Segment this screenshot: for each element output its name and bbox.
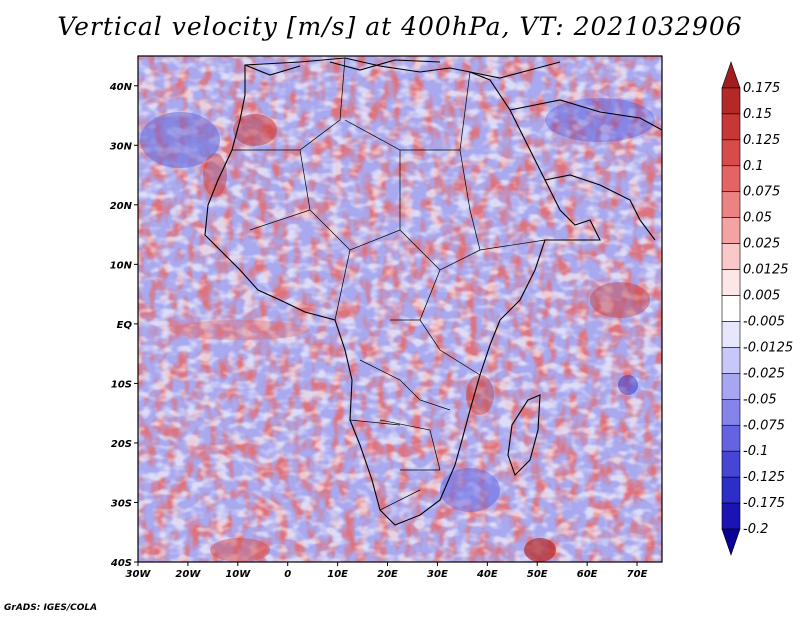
colorbar-label: -0.0125 xyxy=(743,340,793,355)
colorbar-label: -0.1 xyxy=(743,444,768,459)
colorbar-label: 0.15 xyxy=(743,107,772,122)
y-tick-label: 20N xyxy=(110,201,133,212)
y-tick-label: 10S xyxy=(111,379,132,390)
x-axis-ticks: 30W 20W 10W 0 10E 20E 30E 40E 50E 60E 70E xyxy=(126,562,648,580)
x-tick-label: 60E xyxy=(577,569,598,580)
colorbar-label: 0.005 xyxy=(743,289,780,304)
borders xyxy=(232,57,546,511)
colorbar-cell xyxy=(721,321,741,348)
x-tick-label: 20E xyxy=(377,569,398,580)
y-tick-label: 20S xyxy=(111,439,132,450)
colorbar-cell xyxy=(721,87,741,115)
colorbar-cell xyxy=(721,373,741,400)
colorbar-label: 0.175 xyxy=(743,81,780,96)
y-axis-ticks: 40N 30N 20N 10N EQ 10S 20S 30S 40S xyxy=(109,82,138,569)
colorbar-cell xyxy=(721,399,741,426)
colorbar-label: 0.125 xyxy=(743,133,780,148)
colorbar-cell xyxy=(721,113,741,141)
y-tick-label: 30S xyxy=(111,498,132,509)
colorbar-cell xyxy=(721,61,741,89)
colorbar-cell xyxy=(721,450,741,478)
colorbar-label: -0.005 xyxy=(743,314,785,329)
colorbar-label: -0.175 xyxy=(743,496,785,511)
colorbar-cell xyxy=(721,217,741,244)
colorbar-cell xyxy=(721,269,741,296)
colorbar-cell xyxy=(721,139,741,167)
colorbar-cell xyxy=(721,243,741,270)
colorbar-label: -0.125 xyxy=(743,470,785,485)
colorbar-label: 0.05 xyxy=(743,211,772,226)
x-tick-label: 0 xyxy=(284,569,291,580)
colorbar-cell xyxy=(721,502,741,530)
colorbar-label: -0.05 xyxy=(743,392,777,407)
colorbar-cell xyxy=(721,191,741,218)
colorbar-label: -0.2 xyxy=(743,522,768,537)
map-title: Vertical velocity [m/s] at 400hPa, VT: 2… xyxy=(57,12,743,41)
x-tick-label: 30E xyxy=(427,569,448,580)
colorbar-label: 0.025 xyxy=(743,237,780,252)
colorbar-cell xyxy=(721,424,741,452)
x-tick-label: 10W xyxy=(225,569,251,580)
arabia-coastline xyxy=(509,99,662,241)
colorbar-cell xyxy=(721,295,741,322)
colorbar-cell xyxy=(721,528,741,556)
coastlines xyxy=(204,57,662,526)
colorbar-labels: 0.175 0.15 0.125 0.1 0.075 0.05 0.025 0.0125 0.0… xyxy=(743,81,793,537)
colorbar-cell xyxy=(721,165,741,193)
colorbar-label: -0.025 xyxy=(743,366,785,381)
x-tick-label: 70E xyxy=(627,569,648,580)
y-tick-label: 40S xyxy=(110,558,132,569)
africa-coastline xyxy=(204,57,601,526)
x-tick-label: 20W xyxy=(175,569,201,580)
y-tick-label: 40N xyxy=(109,82,133,93)
colorbar-cell xyxy=(721,347,741,374)
y-tick-label: 10N xyxy=(110,260,133,271)
colorbar-label: 0.0125 xyxy=(743,263,789,278)
x-tick-label: 50E xyxy=(527,569,548,580)
grads-credit: GrADS: IGES/COLA xyxy=(4,603,98,613)
plot-frame xyxy=(137,55,663,563)
x-tick-label: 10E xyxy=(327,569,348,580)
y-tick-label: 30N xyxy=(110,141,133,152)
x-tick-label: 30W xyxy=(126,569,152,580)
madagascar-coastline xyxy=(507,394,541,477)
colorbar-cell xyxy=(721,476,741,504)
europe-coastline xyxy=(244,59,561,79)
y-tick-label: EQ xyxy=(117,320,133,331)
x-tick-label: 40E xyxy=(476,569,498,580)
colorbar-label: 0.1 xyxy=(743,159,764,174)
colorbar-cells xyxy=(721,61,741,556)
colorbar-label: 0.075 xyxy=(743,185,780,200)
vertical-velocity-field xyxy=(138,56,662,562)
colorbar-label: -0.075 xyxy=(743,418,785,433)
